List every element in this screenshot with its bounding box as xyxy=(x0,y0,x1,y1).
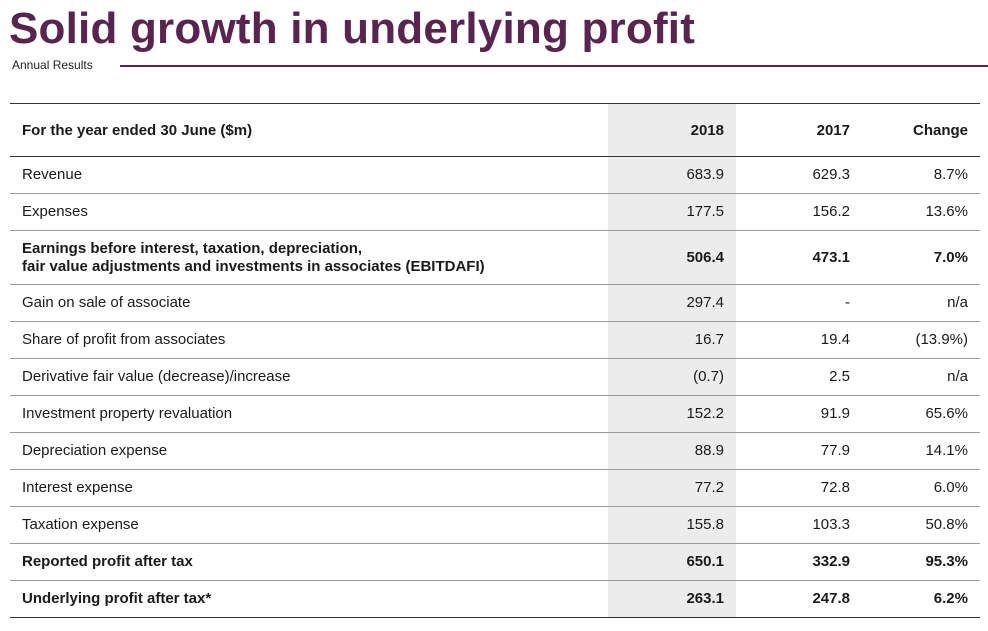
row-label: Expenses xyxy=(22,203,88,220)
row-label: Underlying profit after tax* xyxy=(22,590,212,607)
row-label-line-2: fair value adjustments and investments i… xyxy=(22,257,485,275)
row-label: Earnings before interest, taxation, depr… xyxy=(10,231,608,285)
value-2018: 16.7 xyxy=(608,321,736,359)
value-change: 13.6% xyxy=(925,203,968,220)
value-2017: 19.4 xyxy=(820,331,850,348)
value-change: 50.8% xyxy=(925,516,968,533)
table-row-gain-on-sale: Gain on sale of associate 297.4 - n/a xyxy=(10,284,980,322)
title-divider xyxy=(120,65,988,67)
value-2018: 155.8 xyxy=(608,506,736,544)
page-subtitle: Annual Results xyxy=(12,58,93,72)
value-2017: 332.9 xyxy=(812,553,850,570)
row-label: Investment property revaluation xyxy=(22,405,233,422)
row-label-line-1: Earnings before interest, taxation, depr… xyxy=(22,239,363,257)
row-label: Interest expense xyxy=(22,479,133,496)
value-change: 95.3% xyxy=(925,553,968,570)
value-change: 6.0% xyxy=(933,479,968,496)
row-label: Revenue xyxy=(22,166,83,183)
row-label: Reported profit after tax xyxy=(22,553,193,570)
value-2017: 247.8 xyxy=(812,590,850,607)
value-2018: 650.1 xyxy=(608,543,736,581)
row-label: Derivative fair value (decrease)/increas… xyxy=(22,368,291,385)
value-2018: 152.2 xyxy=(608,395,736,433)
table-row-share-of-profit: Share of profit from associates 16.7 19.… xyxy=(10,321,980,359)
value-2018: (0.7) xyxy=(608,358,736,396)
table-row-taxation: Taxation expense 155.8 103.3 50.8% xyxy=(10,506,980,544)
table-row-ebitdafi: Earnings before interest, taxation, depr… xyxy=(10,230,980,285)
annual-results-table: For the year ended 30 June ($m) 2018 201… xyxy=(10,103,980,618)
row-label: Gain on sale of associate xyxy=(22,294,191,311)
table-header-row: For the year ended 30 June ($m) 2018 201… xyxy=(10,103,980,157)
value-2018: 263.1 xyxy=(608,580,736,618)
column-header-2018: 2018 xyxy=(608,103,736,157)
value-change: 7.0% xyxy=(933,248,968,266)
value-2017: 91.9 xyxy=(820,405,850,422)
column-header-period: For the year ended 30 June ($m) xyxy=(22,121,253,139)
value-2018: 506.4 xyxy=(608,230,736,285)
row-label: Depreciation expense xyxy=(22,442,168,459)
table-row-reported-profit: Reported profit after tax 650.1 332.9 95… xyxy=(10,543,980,581)
value-change: 8.7% xyxy=(933,166,968,183)
value-2018: 177.5 xyxy=(608,193,736,231)
value-2017: - xyxy=(845,294,850,311)
value-2017: 629.3 xyxy=(812,166,850,183)
value-change: 6.2% xyxy=(933,590,968,607)
table-row-investment-property: Investment property revaluation 152.2 91… xyxy=(10,395,980,433)
table-row-expenses: Expenses 177.5 156.2 13.6% xyxy=(10,193,980,231)
value-2018: 88.9 xyxy=(608,432,736,470)
column-header-2017: 2017 xyxy=(816,121,850,139)
table-row-interest: Interest expense 77.2 72.8 6.0% xyxy=(10,469,980,507)
value-2017: 103.3 xyxy=(812,516,850,533)
value-2018: 297.4 xyxy=(608,284,736,322)
value-2017: 2.5 xyxy=(829,368,850,385)
table-row-derivative: Derivative fair value (decrease)/increas… xyxy=(10,358,980,396)
row-label: Taxation expense xyxy=(22,516,139,533)
value-change: n/a xyxy=(947,294,968,311)
value-2017: 473.1 xyxy=(812,248,850,266)
table-row-underlying-profit: Underlying profit after tax* 263.1 247.8… xyxy=(10,580,980,618)
table-row-revenue: Revenue 683.9 629.3 8.7% xyxy=(10,156,980,194)
value-change: n/a xyxy=(947,368,968,385)
value-2017: 156.2 xyxy=(812,203,850,220)
value-change: 14.1% xyxy=(925,442,968,459)
row-label: Share of profit from associates xyxy=(22,331,226,348)
column-header-change: Change xyxy=(912,121,968,139)
value-change: (13.9%) xyxy=(915,331,968,348)
table-row-depreciation: Depreciation expense 88.9 77.9 14.1% xyxy=(10,432,980,470)
value-2017: 77.9 xyxy=(820,442,850,459)
page-title: Solid growth in underlying profit xyxy=(9,4,696,53)
value-change: 65.6% xyxy=(925,405,968,422)
value-2017: 72.8 xyxy=(820,479,850,496)
value-2018: 683.9 xyxy=(608,156,736,194)
value-2018: 77.2 xyxy=(608,469,736,507)
